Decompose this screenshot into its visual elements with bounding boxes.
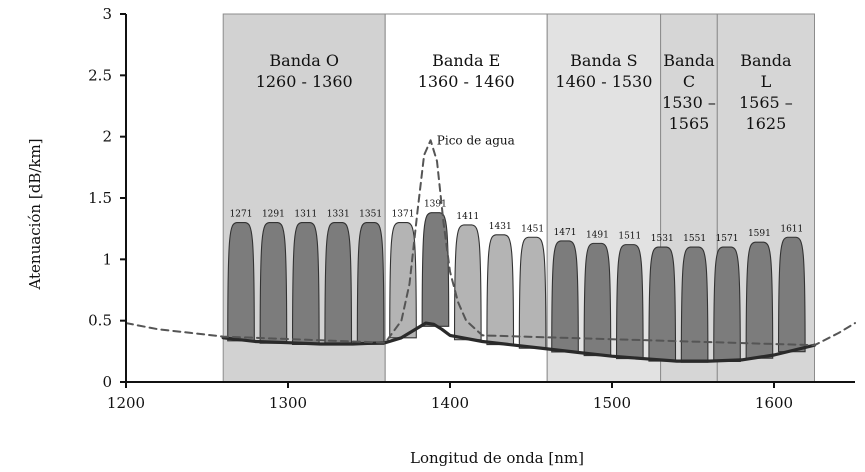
band-label-3-2: 1530 – [662, 93, 716, 112]
channel-1471 [551, 240, 579, 353]
y-tick-label-2.5: 2.5 [88, 66, 112, 84]
channel-label-1531: 1531 [651, 234, 674, 244]
channel-1551 [680, 246, 709, 363]
channel-1451 [518, 236, 547, 349]
channels-layer [227, 212, 806, 363]
channel-1331 [324, 221, 353, 346]
y-tick-label-1.5: 1.5 [88, 189, 112, 207]
channel-1311 [291, 221, 320, 345]
channel-label-1471: 1471 [554, 228, 577, 238]
attenuation-curve-low-water-peak [221, 321, 817, 363]
y-tick-label-1: 1 [102, 250, 112, 268]
band-label-4-2: 1565 – [739, 93, 793, 112]
channel-label-1331: 1331 [327, 210, 350, 220]
y-tick-label-0.5: 0.5 [88, 312, 112, 330]
band-label-4-0: Banda [740, 51, 792, 70]
channel-1431 [486, 234, 515, 346]
x-tick-label-1600: 1600 [755, 394, 793, 412]
channel-1391 [421, 212, 450, 327]
channel-1491 [583, 242, 612, 357]
band-label-3-3: 1565 [669, 114, 710, 133]
channel-label-1271: 1271 [230, 210, 253, 220]
band-label-2-0: Banda S [570, 51, 637, 70]
x-tick-label-1400: 1400 [431, 394, 469, 412]
channel-label-1411: 1411 [456, 212, 479, 222]
y-axis-label: Atenuación [dB/km] [26, 138, 44, 290]
channel-1511 [615, 244, 644, 360]
channel-label-1611: 1611 [780, 224, 803, 234]
x-tick-label-1300: 1300 [269, 394, 307, 412]
channel-label-1591: 1591 [748, 229, 771, 239]
channel-label-1291: 1291 [262, 210, 285, 220]
channel-1411 [453, 224, 482, 341]
x-tick-label-1500: 1500 [593, 394, 631, 412]
band-label-1-0: Banda E [432, 51, 500, 70]
channel-labels-layer: 1271 1291 1311 1331 1351 1371 1391 1411 1431 1451… [230, 200, 804, 244]
channel-label-1371: 1371 [392, 210, 415, 220]
attenuation-curve-water-peak [125, 139, 856, 347]
channel-label-1551: 1551 [683, 234, 706, 244]
channel-label-1391: 1391 [424, 200, 447, 210]
channel-1271 [227, 221, 255, 342]
band-label-2-1: 1460 - 1530 [555, 72, 652, 91]
channel-label-1431: 1431 [489, 222, 512, 232]
curves-layer [125, 139, 856, 363]
channel-1371 [389, 221, 417, 339]
channel-label-1571: 1571 [716, 234, 739, 244]
axes-layer: 1200 1300 1400 1500 1600 0 0.5 1 1.5 2 2.5 3 [88, 5, 855, 412]
channel-label-1351: 1351 [359, 210, 382, 220]
y-tick-label-0: 0 [102, 373, 112, 391]
channel-label-1511: 1511 [618, 232, 641, 242]
band-label-3-0: Banda [663, 51, 715, 70]
channel-1351 [356, 221, 385, 345]
band-labels-layer: Banda O 1260 - 1360 Banda E 1360 - 1460 Band… [256, 51, 793, 133]
x-axis-label: Longitud de onda [nm] [410, 449, 584, 467]
annotation-water-peak: Pico de agua [437, 133, 515, 147]
y-tick-label-3: 3 [102, 5, 112, 23]
band-label-1-1: 1360 - 1460 [418, 72, 515, 91]
channel-1591 [745, 241, 774, 359]
band-label-4-3: 1625 [746, 114, 787, 133]
channel-label-1491: 1491 [586, 230, 609, 240]
channel-1571 [713, 246, 741, 363]
channel-1611 [777, 236, 806, 353]
band-label-0-0: Banda O [269, 51, 339, 70]
band-label-4-1: L [761, 72, 772, 91]
y-tick-label-2: 2 [102, 128, 112, 146]
channel-1291 [259, 221, 288, 344]
channel-label-1451: 1451 [521, 224, 544, 234]
x-tick-label-1200: 1200 [107, 394, 145, 412]
band-label-0-1: 1260 - 1360 [256, 72, 353, 91]
channel-label-1311: 1311 [294, 210, 317, 220]
channel-1531 [648, 246, 677, 362]
band-label-3-1: C [683, 72, 695, 91]
